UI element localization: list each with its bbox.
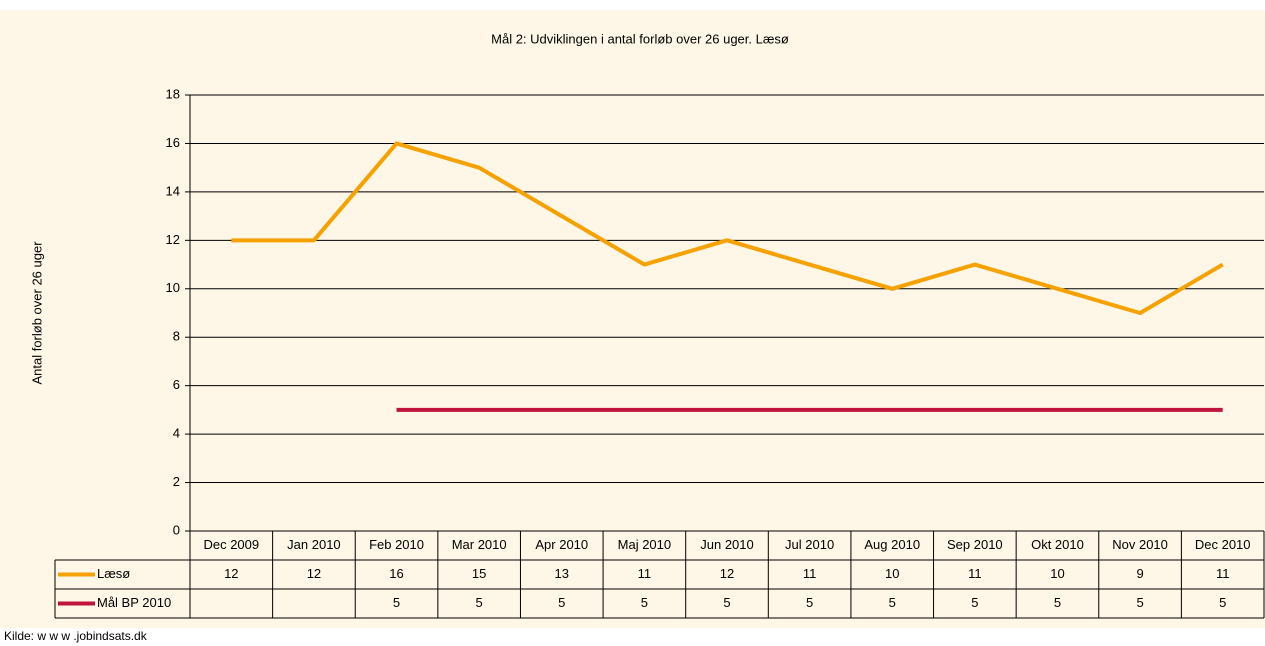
x-tick-label: Jan 2010 xyxy=(287,537,341,552)
source-note: Kilde: w w w .jobindsats.dk xyxy=(4,629,148,643)
x-tick-label: Dec 2010 xyxy=(1195,537,1251,552)
x-tick-label: Sep 2010 xyxy=(947,537,1003,552)
y-tick-label: 4 xyxy=(173,426,180,441)
x-tick-label: Maj 2010 xyxy=(618,537,671,552)
table-value: 5 xyxy=(476,595,483,610)
legend-label: Mål BP 2010 xyxy=(97,595,171,610)
table-value: 5 xyxy=(971,595,978,610)
series-line xyxy=(231,141,1224,315)
x-tick-label: Dec 2009 xyxy=(203,537,259,552)
y-tick-label: 6 xyxy=(173,377,180,392)
x-tick-label: Okt 2010 xyxy=(1031,537,1084,552)
table-value: 5 xyxy=(806,595,813,610)
x-tick-label: Jun 2010 xyxy=(700,537,754,552)
x-tick-label: Apr 2010 xyxy=(535,537,588,552)
table-value: 15 xyxy=(472,566,486,581)
table-value: 12 xyxy=(720,566,734,581)
table-value: 5 xyxy=(393,595,400,610)
table-value: 11 xyxy=(968,566,982,581)
table-value: 5 xyxy=(1054,595,1061,610)
chart-title: Mål 2: Udviklingen i antal forløb over 2… xyxy=(491,31,789,46)
y-axis-label: Antal forløb over 26 uger xyxy=(29,241,44,385)
table-value: 5 xyxy=(723,595,730,610)
table-value: 9 xyxy=(1136,566,1143,581)
table-value: 13 xyxy=(555,566,569,581)
y-tick-label: 18 xyxy=(166,86,180,101)
table-value: 12 xyxy=(307,566,321,581)
table-value: 10 xyxy=(885,566,899,581)
x-tick-label: Jul 2010 xyxy=(785,537,834,552)
table-value: 5 xyxy=(641,595,648,610)
y-tick-label: 16 xyxy=(166,135,180,150)
table-value: 11 xyxy=(638,566,652,581)
table-value: 16 xyxy=(389,566,403,581)
y-tick-label: 8 xyxy=(173,329,180,344)
table-value: 12 xyxy=(224,566,238,581)
table-value: 11 xyxy=(1216,566,1230,581)
x-tick-label: Nov 2010 xyxy=(1112,537,1168,552)
chart-background xyxy=(0,10,1265,628)
table-value: 5 xyxy=(1219,595,1226,610)
x-tick-label: Aug 2010 xyxy=(864,537,920,552)
table-value: 5 xyxy=(889,595,896,610)
table-value: 10 xyxy=(1050,566,1064,581)
table-value: 5 xyxy=(1136,595,1143,610)
legend-label: Læsø xyxy=(97,566,130,581)
y-tick-label: 10 xyxy=(166,280,180,295)
table-value: 5 xyxy=(558,595,565,610)
table-value: 11 xyxy=(803,566,817,581)
x-tick-label: Feb 2010 xyxy=(369,537,424,552)
y-tick-label: 14 xyxy=(166,183,180,198)
y-tick-label: 12 xyxy=(166,232,180,247)
y-tick-label: 0 xyxy=(173,522,180,537)
x-tick-label: Mar 2010 xyxy=(452,537,507,552)
y-tick-label: 2 xyxy=(173,474,180,489)
